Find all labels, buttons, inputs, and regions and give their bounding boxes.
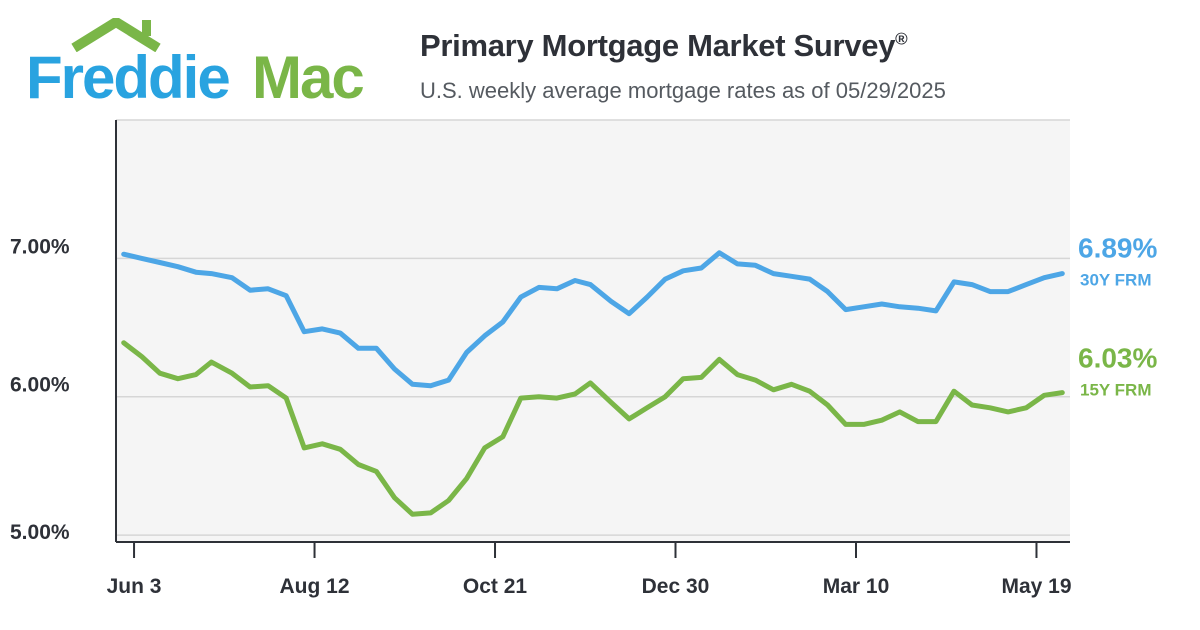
- grid-lines: [116, 119, 1070, 536]
- y-tick-label: 5.00%: [10, 521, 70, 544]
- y-tick-label: 7.00%: [10, 235, 70, 258]
- registered-mark: ®: [895, 29, 908, 49]
- series-lines: [121, 250, 1065, 517]
- end-label-value: 6.89%: [1078, 233, 1157, 264]
- axes: [115, 120, 1070, 558]
- series-line-15y-frm: [121, 340, 1065, 517]
- plot-background: [116, 120, 1070, 542]
- series-line-30y-frm: [121, 250, 1065, 389]
- x-tick-label: May 19: [1001, 575, 1071, 598]
- x-tick-label: Jun 3: [107, 575, 162, 598]
- house-roof-icon: [71, 18, 161, 52]
- chart-subtitle: U.S. weekly average mortgage rates as of…: [420, 78, 946, 103]
- y-tick-label: 6.00%: [10, 374, 70, 397]
- end-label-name: 30Y FRM: [1080, 271, 1152, 290]
- end-label-name: 15Y FRM: [1080, 381, 1152, 400]
- axis-labels: Jun 3 Aug 12 Oct 21 Dec 30 Mar 10 May 19 7.00%…: [10, 235, 1072, 598]
- end-label-value: 6.03%: [1078, 343, 1157, 374]
- x-tick-label: Aug 12: [280, 575, 350, 598]
- end-labels: 6.89% 30Y FRM 6.03% 15Y FRM: [1078, 233, 1157, 400]
- x-tick-label: Oct 21: [463, 575, 528, 598]
- logo-word-mac: Mac: [252, 44, 365, 111]
- chart-title: Primary Mortgage Market Survey®: [420, 28, 908, 64]
- x-tick-label: Dec 30: [642, 575, 710, 598]
- freddie-mac-logo: Freddie Mac: [26, 18, 386, 108]
- chart-title-text: Primary Mortgage Market Survey: [420, 28, 896, 63]
- x-tick-label: Mar 10: [823, 575, 890, 598]
- logo-word-freddie: Freddie: [26, 44, 231, 111]
